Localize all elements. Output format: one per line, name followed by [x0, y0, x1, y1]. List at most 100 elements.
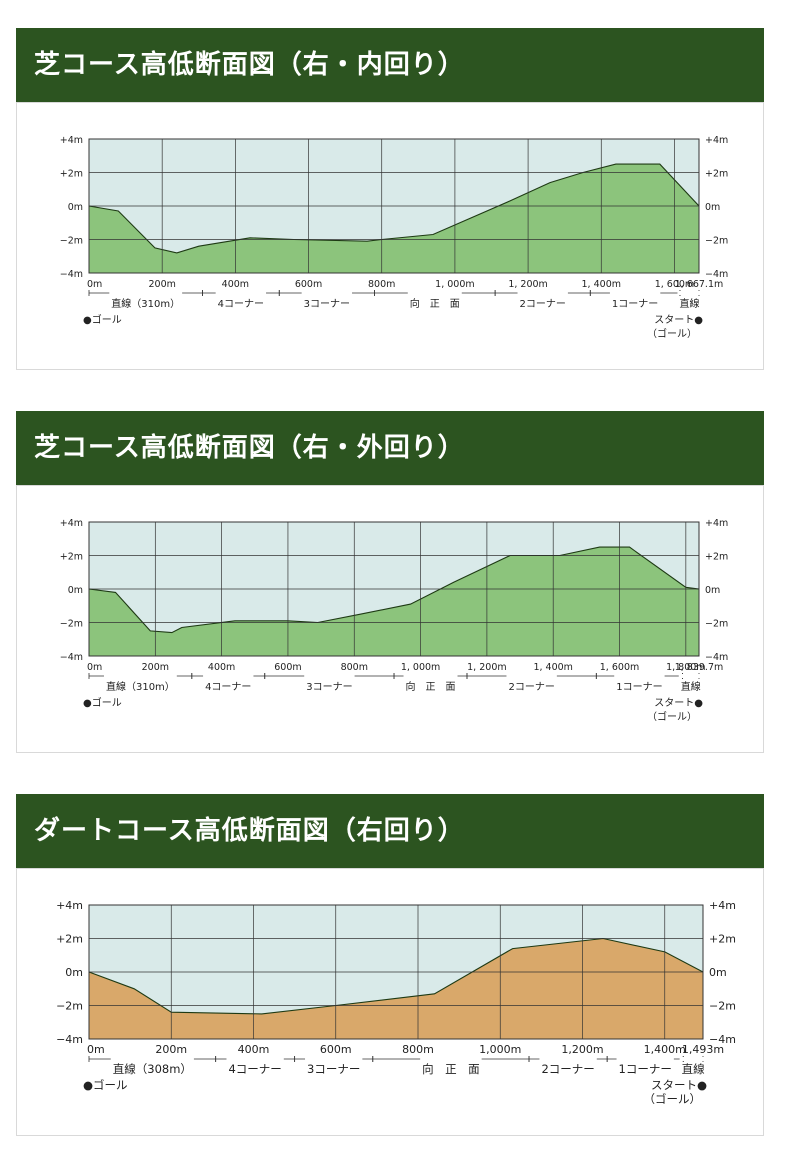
y-tick-label: 0m: [68, 585, 83, 596]
segment-gap: [305, 1057, 363, 1061]
elevation-chart: +4m +4m +2m +2m 0m 0m −2m −2m −4m −4m 0m 200m 400m 60…: [60, 518, 729, 723]
y-tick-label-right: +2m: [705, 552, 728, 563]
section-turf-inner: 芝コース高低断面図（右・内回り） +4m +4m +2m +2m 0m 0m −2m −2m −…: [16, 28, 764, 370]
x-tick-label: 1,200m: [561, 1043, 603, 1056]
start-label: スタート●: [651, 1078, 707, 1092]
x-tick-label: 400m: [238, 1043, 270, 1056]
y-tick-label-right: +2m: [705, 169, 728, 180]
y-tick-label: −2m: [60, 236, 83, 247]
elevation-chart: +4m +4m +2m +2m 0m 0m −2m −2m −4m −4m 0m 200m 400m 60…: [60, 135, 729, 340]
x-tick-label: 1,400m: [644, 1043, 686, 1056]
section-dirt: ダートコース高低断面図（右回り） +4m +4m +2m +2m 0m 0m −2m −2m −…: [16, 794, 764, 1136]
segment-label: 2コーナー: [508, 681, 554, 693]
elevation-area: [89, 547, 699, 656]
segment-gap: [677, 291, 702, 295]
plot-frame: [88, 521, 700, 657]
x-tick-label: 400m: [208, 662, 235, 673]
x-tick-label: 0m: [87, 279, 102, 290]
segment-gap: [539, 1057, 597, 1061]
segment-gap: [215, 291, 267, 295]
x-tick-label: 1, 000m: [435, 279, 474, 290]
segment-gap: [407, 291, 462, 295]
chart-panel: +4m +4m +2m +2m 0m 0m −2m −2m −4m −4m 0m 200m 400m 60…: [16, 868, 764, 1136]
y-tick-label: 0m: [65, 966, 83, 979]
y-tick-label-right: 0m: [709, 966, 727, 979]
section-title: 芝コース高低断面図（右・外回り）: [16, 411, 764, 485]
segment-gap: [109, 291, 183, 295]
y-tick-label-right: 0m: [705, 585, 720, 596]
segment-gap: [301, 291, 353, 295]
x-tick-label: 800m: [368, 279, 395, 290]
segment-label: 3コーナー: [307, 1062, 360, 1076]
x-tick-label: 400m: [222, 279, 249, 290]
x-tick-label: 1, 400m: [582, 279, 621, 290]
y-tick-label: +2m: [60, 552, 83, 563]
goal-label: ●ゴール: [83, 1078, 128, 1092]
section-title: ダートコース高低断面図（右回り）: [16, 794, 764, 868]
plot-frame: [88, 904, 704, 1040]
elevation-line: [88, 546, 700, 634]
y-tick-label: +2m: [60, 169, 83, 180]
segment-gap: [304, 674, 355, 678]
start-sub-label: （ゴール）: [647, 327, 697, 340]
x-tick-label: 0m: [87, 1043, 105, 1056]
y-tick-label-right: 0m: [705, 202, 720, 213]
y-tick-label-right: +4m: [709, 899, 736, 912]
y-tick-label: 0m: [68, 202, 83, 213]
segment-label: 直線: [679, 297, 699, 310]
x-tick-label: 200m: [155, 1043, 187, 1056]
y-tick-label-right: −2m: [705, 236, 728, 247]
segment-label: 4コーナー: [205, 681, 251, 693]
segment-gap: [103, 674, 177, 678]
y-tick-label-right: −4m: [709, 1033, 736, 1046]
y-tick-label: +4m: [60, 518, 83, 529]
start-label: スタート●: [654, 697, 703, 709]
segment-label: 1コーナー: [612, 298, 658, 310]
y-tick-label-right: −2m: [709, 1000, 736, 1013]
segment-label: 向 正 面: [422, 1062, 480, 1076]
elevation-line: [88, 937, 704, 1015]
segment-gap: [110, 1057, 194, 1061]
segment-gap: [226, 1057, 284, 1061]
x-tick-label: 1, 200m: [508, 279, 547, 290]
segment-label: 直線: [681, 680, 701, 693]
y-tick-label: −4m: [56, 1033, 83, 1046]
segment-gap: [678, 674, 703, 678]
segment-label: 直線（310m）: [106, 680, 175, 693]
segment-label: 1コーナー: [619, 1062, 672, 1076]
goal-label: ●ゴール: [83, 696, 122, 709]
segment-gap: [616, 1057, 674, 1061]
y-tick-label: +4m: [60, 135, 83, 146]
y-tick-label: +2m: [56, 933, 83, 946]
x-tick-label: 1, 667.1m: [675, 279, 724, 290]
section-title: 芝コース高低断面図（右・内回り）: [16, 28, 764, 102]
y-tick-label-right: +4m: [705, 135, 728, 146]
chart-panel: +4m +4m +2m +2m 0m 0m −2m −2m −4m −4m 0m 200m 400m 60…: [16, 102, 764, 370]
elevation-line: [88, 163, 700, 254]
segment-gap: [517, 291, 568, 295]
x-tick-label: 1,000m: [479, 1043, 521, 1056]
x-tick-label: 1, 200m: [467, 662, 506, 673]
segment-label: 向 正 面: [406, 680, 456, 693]
x-tick-label: 200m: [148, 279, 175, 290]
chart-panel: +4m +4m +2m +2m 0m 0m −2m −2m −4m −4m 0m 200m 400m 60…: [16, 485, 764, 753]
x-tick-label: 200m: [142, 662, 169, 673]
segment-label: 直線（308m）: [113, 1062, 192, 1076]
x-tick-label: 800m: [402, 1043, 434, 1056]
plot-frame: [88, 138, 700, 274]
segment-gap: [403, 674, 458, 678]
x-tick-label: 1, 400m: [533, 662, 572, 673]
x-tick-label: 1, 600m: [655, 279, 694, 290]
segment-label: 3コーナー: [304, 298, 350, 310]
start-label: スタート●: [654, 314, 703, 326]
segment-gap: [420, 1057, 482, 1061]
y-tick-label-right: −4m: [705, 652, 728, 663]
y-tick-label: −4m: [60, 269, 83, 280]
goal-label: ●ゴール: [83, 313, 122, 326]
segment-label: 1コーナー: [616, 681, 662, 693]
x-tick-label: 1, 600m: [600, 662, 639, 673]
elevation-area: [89, 164, 699, 273]
segment-gap: [679, 1057, 707, 1061]
x-tick-label: 1, 800m: [666, 662, 705, 673]
segment-gap: [614, 674, 665, 678]
